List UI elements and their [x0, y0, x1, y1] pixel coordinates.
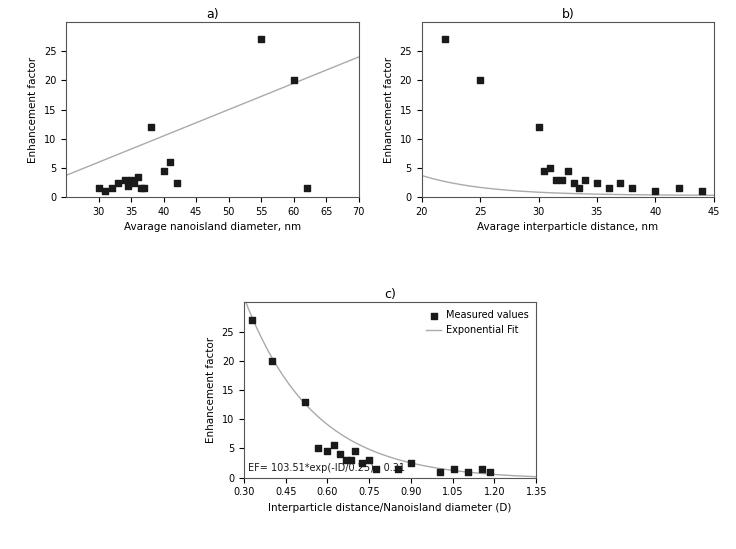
Point	[650, 187, 662, 196]
Exponential Fit	[532, 473, 541, 480]
Measured values	[462, 467, 474, 476]
Point	[288, 76, 300, 85]
Point	[255, 35, 267, 44]
X-axis label: Avarage interparticle distance, nm: Avarage interparticle distance, nm	[477, 222, 658, 232]
Point	[626, 184, 638, 193]
Point	[301, 184, 313, 193]
Measured values	[405, 458, 417, 467]
Point	[164, 158, 176, 166]
Legend: Measured values, Exponential Fit: Measured values, Exponential Fit	[423, 307, 531, 338]
Point	[138, 184, 150, 193]
Point	[551, 175, 562, 184]
Point	[591, 178, 603, 187]
Point	[171, 178, 183, 187]
Point	[113, 178, 124, 187]
Measured values	[322, 447, 333, 456]
Measured values	[300, 397, 311, 406]
Measured values	[345, 456, 357, 464]
Point	[99, 187, 111, 196]
Measured values	[370, 464, 382, 473]
Measured values	[476, 464, 488, 473]
Measured values	[484, 467, 496, 476]
Measured values	[434, 467, 446, 476]
Exponential Fit	[239, 294, 248, 301]
Measured values	[364, 456, 375, 464]
Exponential Fit	[275, 366, 283, 373]
Point	[135, 184, 146, 193]
Point	[125, 175, 137, 184]
Title: c): c)	[384, 288, 396, 301]
Y-axis label: Enhancement factor: Enhancement factor	[29, 57, 38, 163]
Title: b): b)	[562, 8, 574, 21]
Point	[545, 164, 556, 172]
Measured values	[247, 316, 258, 324]
Point	[533, 123, 545, 132]
Exponential Fit	[423, 463, 432, 470]
Title: a): a)	[206, 8, 219, 21]
Point	[603, 184, 615, 193]
Point	[93, 184, 105, 193]
Line: Exponential Fit: Exponential Fit	[244, 298, 537, 477]
Exponential Fit	[450, 467, 459, 474]
Measured values	[266, 356, 277, 365]
Point	[118, 175, 130, 184]
Measured values	[334, 450, 346, 458]
Point	[573, 184, 585, 193]
Exponential Fit	[452, 468, 461, 474]
Measured values	[312, 444, 324, 453]
Point	[562, 166, 573, 175]
Point	[439, 35, 451, 44]
Point	[145, 123, 157, 132]
Y-axis label: Enhancement factor: Enhancement factor	[384, 57, 394, 163]
Point	[122, 181, 134, 190]
Point	[132, 172, 144, 181]
Measured values	[339, 456, 351, 464]
Point	[579, 175, 591, 184]
Point	[539, 166, 551, 175]
Measured values	[356, 458, 368, 467]
Measured values	[392, 464, 404, 473]
Point	[556, 175, 567, 184]
Point	[474, 76, 486, 85]
Measured values	[448, 464, 460, 473]
Measured values	[328, 441, 340, 450]
Exponential Fit	[355, 441, 364, 448]
Exponential Fit	[335, 430, 344, 436]
Point	[567, 178, 579, 187]
Point	[696, 187, 708, 196]
Point	[129, 178, 141, 187]
X-axis label: Interparticle distance/Nanoisland diameter (D): Interparticle distance/Nanoisland diamet…	[269, 503, 512, 513]
Text: EF= 103.51*exp(-ID/0.25) - 0.31: EF= 103.51*exp(-ID/0.25) - 0.31	[248, 463, 405, 473]
Point	[673, 184, 684, 193]
Point	[106, 184, 118, 193]
X-axis label: Avarage nanoisland diameter, nm: Avarage nanoisland diameter, nm	[124, 222, 301, 232]
Point	[158, 166, 169, 175]
Y-axis label: Enhancement factor: Enhancement factor	[206, 337, 216, 443]
Point	[615, 178, 626, 187]
Measured values	[350, 447, 361, 456]
